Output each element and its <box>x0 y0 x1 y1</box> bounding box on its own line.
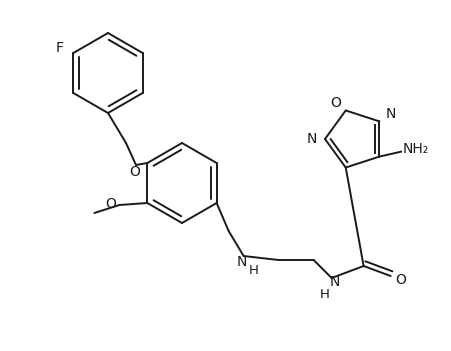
Text: O: O <box>330 97 341 111</box>
Text: H: H <box>319 287 329 300</box>
Text: H: H <box>248 265 258 278</box>
Text: N: N <box>385 107 396 121</box>
Text: N: N <box>306 132 317 146</box>
Text: F: F <box>55 41 63 55</box>
Text: O: O <box>105 197 115 211</box>
Text: O: O <box>129 165 140 179</box>
Text: N: N <box>236 255 246 269</box>
Text: N: N <box>329 275 339 289</box>
Text: NH₂: NH₂ <box>401 142 428 155</box>
Text: O: O <box>394 273 405 287</box>
